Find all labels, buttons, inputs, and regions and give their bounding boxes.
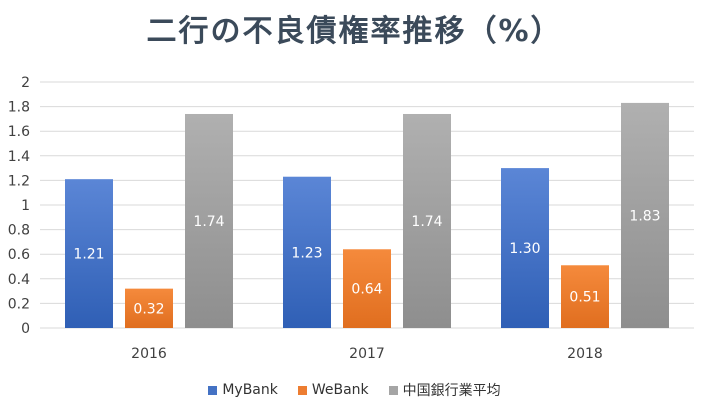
data-label: 0.51 <box>569 290 600 306</box>
x-tick-label: 2016 <box>131 346 167 362</box>
y-tick-label: 1.4 <box>8 149 30 165</box>
legend-label: MyBank <box>222 382 278 398</box>
legend-swatch <box>208 385 218 395</box>
y-tick-label: 0.2 <box>8 296 30 312</box>
data-label: 0.64 <box>351 282 382 298</box>
data-label: 1.74 <box>193 214 224 230</box>
legend-label: 中国銀行業平均 <box>402 383 501 399</box>
chart-title: 二行の不良債権率推移（%） <box>146 14 563 49</box>
y-axis-ticks: 0 0.2 0.4 0.6 0.8 1 1.2 1.4 1.6 1.8 2 <box>8 75 30 337</box>
bar-china-average-2016 <box>185 113 233 328</box>
bar-china-average-2018 <box>621 102 669 328</box>
legend: MyBank WeBank 中国銀行業平均 <box>0 380 709 400</box>
bar-webank-2018 <box>561 265 609 328</box>
bar-webank-2016 <box>125 288 173 328</box>
y-tick-label: 0.6 <box>8 247 30 263</box>
bar-mybank-2016 <box>65 179 113 328</box>
y-tick-label: 1 <box>21 198 30 214</box>
data-label: 0.32 <box>133 301 164 317</box>
y-tick-label: 1.8 <box>8 100 30 116</box>
y-tick-label: 2 <box>21 75 30 91</box>
y-tick-label: 1.6 <box>8 124 30 140</box>
y-tick-label: 0 <box>21 321 30 337</box>
y-tick-label: 0.8 <box>8 223 30 239</box>
legend-item-mybank: MyBank <box>208 380 278 400</box>
legend-label: WeBank <box>311 382 369 398</box>
legend-item-china-average: 中国銀行業平均 <box>388 380 501 400</box>
bars: 1.21 0.32 1.74 1.23 0.64 1.74 1.30 0.51 1.83 <box>65 102 669 328</box>
bar-mybank-2017 <box>283 176 331 328</box>
data-label: 1.83 <box>629 208 660 224</box>
x-tick-label: 2017 <box>349 346 385 362</box>
legend-swatch <box>388 385 398 395</box>
x-axis-ticks: 2016 2017 2018 <box>131 346 603 362</box>
legend-item-webank: WeBank <box>297 380 369 400</box>
data-label: 1.74 <box>411 214 442 230</box>
legend-swatch <box>297 385 307 395</box>
data-label: 1.21 <box>73 247 104 263</box>
bar-mybank-2018 <box>501 168 549 328</box>
y-tick-label: 1.2 <box>8 173 30 189</box>
y-tick-label: 0.4 <box>8 272 30 288</box>
x-tick-label: 2018 <box>567 346 603 362</box>
data-label: 1.23 <box>291 245 322 261</box>
bar-china-average-2017 <box>403 113 451 328</box>
bar-webank-2017 <box>343 249 391 328</box>
data-label: 1.30 <box>509 241 540 257</box>
